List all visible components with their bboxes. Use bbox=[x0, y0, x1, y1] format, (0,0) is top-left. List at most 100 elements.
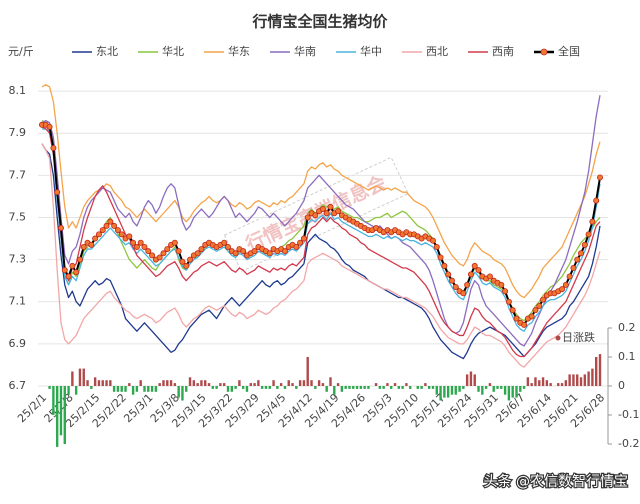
y-tick-label: 7.1 bbox=[9, 295, 27, 308]
change-bar bbox=[158, 383, 161, 386]
change-bar bbox=[112, 386, 116, 392]
series-marker bbox=[198, 246, 205, 253]
y2-tick-label: -0.2 bbox=[618, 437, 639, 450]
series-marker bbox=[46, 123, 53, 130]
change-bar bbox=[90, 386, 93, 389]
change-bar bbox=[329, 377, 332, 386]
change-bar bbox=[378, 386, 382, 389]
series-marker bbox=[562, 281, 569, 288]
series-marker bbox=[441, 262, 448, 269]
change-bar bbox=[105, 380, 108, 386]
y2-tick-label: 0.1 bbox=[618, 350, 636, 363]
legend-label: 华北 bbox=[162, 44, 184, 58]
series-marker bbox=[300, 235, 307, 242]
change-bar bbox=[219, 383, 222, 386]
series-marker bbox=[559, 286, 566, 293]
change-bar bbox=[264, 386, 268, 389]
series-marker bbox=[585, 231, 592, 238]
series-marker bbox=[581, 241, 588, 248]
change-bar bbox=[500, 386, 503, 389]
series-marker bbox=[502, 288, 509, 295]
series-line bbox=[41, 143, 601, 360]
change-bar bbox=[454, 386, 457, 395]
series-marker bbox=[183, 262, 190, 269]
change-bar bbox=[568, 374, 571, 386]
series-marker bbox=[471, 262, 478, 269]
series-marker bbox=[429, 237, 436, 244]
change-bar bbox=[154, 386, 158, 392]
change-bar bbox=[52, 386, 55, 415]
series-marker bbox=[175, 248, 182, 255]
series-marker bbox=[171, 239, 178, 246]
series-line bbox=[41, 95, 601, 347]
series-marker bbox=[99, 227, 106, 234]
change-bar bbox=[295, 386, 298, 389]
change-bar bbox=[583, 374, 587, 386]
change-bar bbox=[314, 386, 317, 389]
series-marker bbox=[448, 277, 455, 284]
change-bar bbox=[204, 380, 207, 386]
change-bar bbox=[279, 383, 283, 386]
series-marker bbox=[293, 243, 300, 250]
series-marker bbox=[160, 250, 167, 257]
change-bar bbox=[124, 386, 127, 392]
series-line bbox=[41, 84, 601, 299]
change-bar bbox=[234, 386, 237, 389]
y-tick-label: 7.5 bbox=[9, 210, 27, 223]
change-bar bbox=[276, 386, 279, 389]
series-marker bbox=[126, 233, 133, 240]
change-bar bbox=[572, 374, 575, 386]
change-bar bbox=[530, 383, 533, 386]
footer: 头条 @农信数智行情宝 bbox=[484, 473, 628, 490]
change-bar bbox=[515, 386, 518, 398]
series-marker bbox=[281, 248, 288, 255]
series-marker bbox=[464, 281, 471, 288]
change-bar bbox=[283, 386, 287, 389]
change-bar bbox=[226, 386, 230, 392]
series-marker bbox=[149, 252, 156, 259]
change-bar bbox=[595, 357, 598, 386]
change-bar bbox=[169, 380, 173, 386]
series-marker bbox=[221, 239, 228, 246]
change-bar bbox=[355, 386, 359, 389]
series-marker bbox=[498, 281, 505, 288]
series-marker bbox=[187, 256, 194, 263]
series-marker bbox=[65, 273, 72, 280]
y-tick-label: 7.3 bbox=[9, 253, 27, 266]
change-bar bbox=[424, 383, 427, 386]
series-marker bbox=[589, 218, 596, 225]
change-bar bbox=[511, 386, 514, 398]
series-marker bbox=[536, 302, 543, 309]
change-bar bbox=[143, 386, 146, 392]
series-marker bbox=[578, 250, 585, 257]
series-marker bbox=[130, 239, 137, 246]
series-marker bbox=[319, 206, 326, 213]
change-bar bbox=[359, 386, 363, 389]
change-bar bbox=[74, 386, 78, 395]
change-bar bbox=[325, 386, 328, 392]
change-bar bbox=[238, 380, 241, 386]
series-marker bbox=[73, 269, 80, 276]
change-bar bbox=[484, 386, 488, 389]
series-marker bbox=[509, 307, 516, 314]
series-marker bbox=[69, 262, 76, 269]
series-marker bbox=[114, 227, 121, 234]
legend-label: 华中 bbox=[360, 44, 382, 58]
y-tick-label: 6.7 bbox=[9, 379, 27, 392]
change-bar bbox=[139, 380, 142, 386]
change-bar bbox=[587, 371, 590, 386]
series-marker bbox=[593, 197, 600, 204]
series-line bbox=[41, 143, 601, 368]
change-bar bbox=[427, 386, 431, 389]
change-bar bbox=[59, 386, 63, 436]
series-marker bbox=[95, 231, 102, 238]
legend-marker bbox=[540, 48, 548, 56]
change-bar bbox=[560, 383, 564, 386]
series-marker bbox=[312, 212, 319, 219]
series-marker bbox=[513, 315, 520, 322]
chart-title: 行情宝全国生猪均价 bbox=[251, 13, 388, 31]
change-bar bbox=[473, 374, 476, 386]
series-marker bbox=[597, 174, 604, 181]
change-bar bbox=[162, 380, 165, 386]
